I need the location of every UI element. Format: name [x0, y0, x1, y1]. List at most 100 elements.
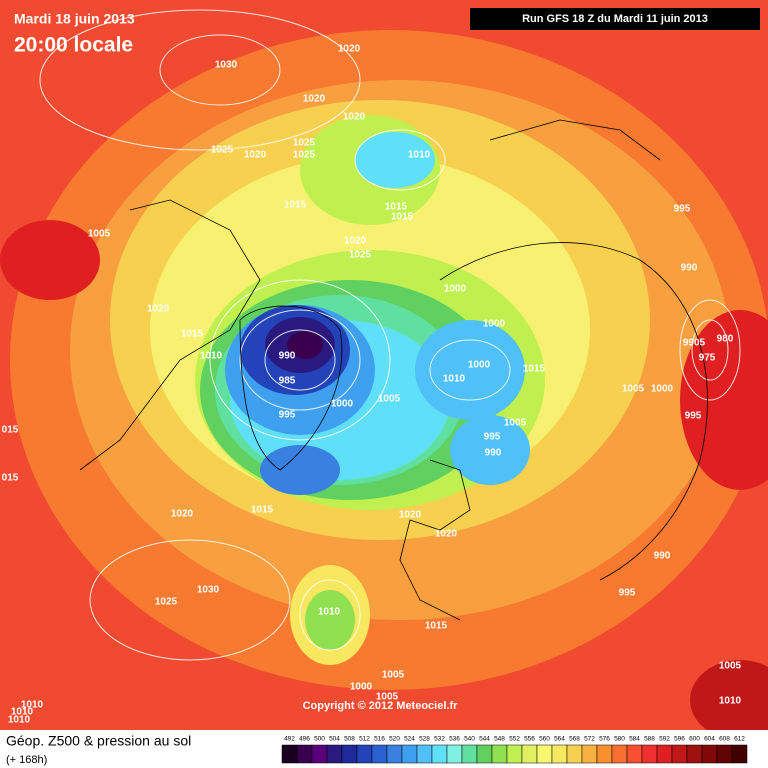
scale-swatch — [371, 744, 388, 764]
isobar-label: 1005 — [622, 384, 645, 395]
scale-label: 564 — [554, 736, 565, 743]
isobar-label: 990 — [279, 351, 296, 362]
date: Mardi 18 juin 2013 — [14, 11, 135, 27]
isobar-label: 1015 — [181, 329, 204, 340]
scale-swatch — [341, 744, 358, 764]
scale-swatch — [731, 744, 748, 764]
scale-swatch — [596, 744, 613, 764]
scale-swatch — [521, 744, 538, 764]
scale-swatch — [416, 744, 433, 764]
isobar-label: 1005 — [376, 692, 399, 703]
scale-swatch — [461, 744, 478, 764]
scale-label: 584 — [629, 736, 640, 743]
isobar-label: 1015 — [284, 200, 307, 211]
isobar-label: 990 — [681, 263, 698, 274]
scale-swatch — [626, 744, 643, 764]
scale-swatch — [356, 744, 373, 764]
isobar-label: 1010 — [11, 707, 34, 718]
isobar-label: 1000 — [483, 319, 506, 330]
scale-label: 536 — [449, 736, 460, 743]
isobar-label: 995 — [619, 588, 636, 599]
scale-label: 508 — [344, 736, 355, 743]
scale-label: 568 — [569, 736, 580, 743]
run: Run GFS 18 Z du Mardi 11 juin 2013 — [522, 13, 708, 25]
isobar-label: 1025 — [293, 138, 316, 149]
scale-label: 548 — [494, 736, 505, 743]
isobar-label: 980 — [717, 334, 734, 345]
scale-label: 496 — [299, 736, 310, 743]
scale-swatch — [326, 744, 343, 764]
scale-swatch — [566, 744, 583, 764]
isobar-label: 1000 — [651, 384, 674, 395]
isobar-label: 1020 — [303, 94, 326, 105]
isobar-label: 1015 — [251, 505, 274, 516]
isobar-label: 990 — [654, 551, 671, 562]
scale-label: 592 — [659, 736, 670, 743]
isobar-label: 1005 — [88, 229, 111, 240]
isobar-label: 1010 — [8, 715, 31, 726]
isobar-label: 1010 — [318, 607, 341, 618]
coastlines — [79, 119, 708, 621]
scale-label: 540 — [464, 736, 475, 743]
isobar-label: 1020 — [435, 529, 458, 540]
isobar-label: 1000 — [331, 399, 354, 410]
scale-label: 612 — [734, 736, 745, 743]
isobar-label: 1005 — [382, 670, 405, 681]
isobar-label: 1000 — [444, 284, 467, 295]
scale-swatch — [611, 744, 628, 764]
isobar-label: 1005 — [378, 394, 401, 405]
scale-label: 520 — [389, 736, 400, 743]
isobar-label: 1015 — [385, 202, 408, 213]
scale-label: 516 — [374, 736, 385, 743]
scale-label: 596 — [674, 736, 685, 743]
isobar-label: 1030 — [215, 60, 238, 71]
isobar-label: 015 — [2, 473, 19, 484]
scale-swatch — [701, 744, 718, 764]
scale-label: 580 — [614, 736, 625, 743]
scale-label: 572 — [584, 736, 595, 743]
isobar-label: 1010 — [443, 374, 466, 385]
isobar-label: 995 — [685, 411, 702, 422]
isobar-label: 9905 — [683, 338, 706, 349]
isobar-label: 1010 — [200, 351, 223, 362]
isobar-label: 1025 — [293, 150, 316, 161]
isobar-label: 1020 — [343, 112, 366, 123]
isobar-label: 1010 — [408, 150, 431, 161]
isobar-label: 995 — [674, 204, 691, 215]
scale-swatch — [491, 744, 508, 764]
isobar-label: 995 — [484, 432, 501, 443]
scale-label: 492 — [284, 736, 295, 743]
color-scale: 492 496 500 504 508 512 516 520 524 528 532 536 540 5… — [281, 736, 748, 764]
scale-label: 588 — [644, 736, 655, 743]
time: 20:00 locale — [14, 34, 133, 57]
scale-swatch — [506, 744, 523, 764]
isobar-label: 1020 — [147, 304, 170, 315]
isobar-label: 1020 — [344, 236, 367, 247]
scale-swatch — [386, 744, 403, 764]
isobar-label: 985 — [279, 376, 296, 387]
scale-label: 504 — [329, 736, 340, 743]
isobar-label: 1020 — [171, 509, 194, 520]
isobar-label: 1005 — [719, 661, 742, 672]
isobar-label: 1025 — [211, 145, 234, 156]
scale-label: 552 — [509, 736, 520, 743]
scale-label: 556 — [524, 736, 535, 743]
scale-swatch — [401, 744, 418, 764]
isobars — [39, 9, 741, 661]
isobar-label: 1030 — [197, 585, 220, 596]
scale-label: 576 — [599, 736, 610, 743]
scale-label: 500 — [314, 736, 325, 743]
scale-label: 608 — [719, 736, 730, 743]
isobar-label: 995 — [279, 410, 296, 421]
isobar-label: 1000 — [350, 682, 373, 693]
scale-label: 532 — [434, 736, 445, 743]
scale-label: 544 — [479, 736, 490, 743]
scale-swatch — [281, 744, 298, 764]
legend-subtitle: (+ 168h) — [6, 754, 47, 766]
scale-label: 528 — [419, 736, 430, 743]
isobar-label: 1000 — [468, 360, 491, 371]
isobar-label: 975 — [699, 353, 716, 364]
isobar-label: 1015 — [523, 364, 546, 375]
